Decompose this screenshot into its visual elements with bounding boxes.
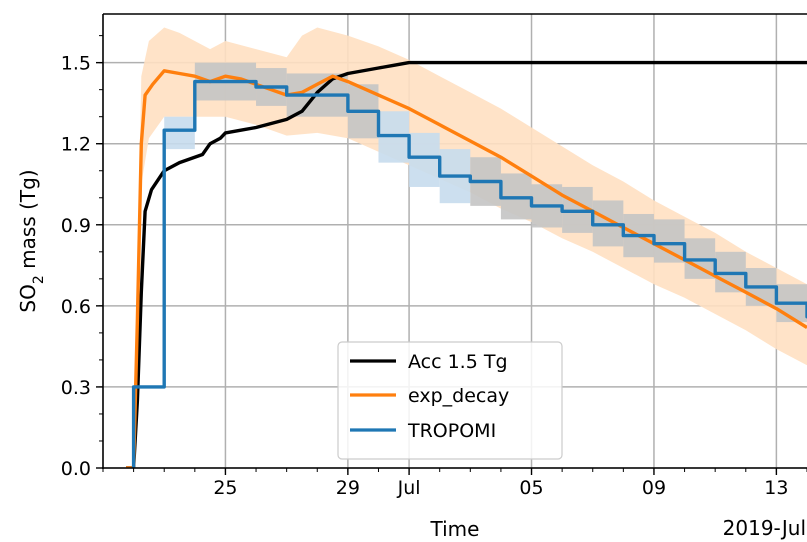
tropomi-uncertainty-box	[409, 132, 440, 187]
y-tick-label: 1.5	[61, 53, 91, 75]
x-tick-label: 29	[336, 477, 360, 499]
y-tick-label: 0.9	[61, 215, 91, 237]
legend: Acc 1.5 Tg exp_decay TROPOMI	[337, 341, 563, 460]
y-tick-label: 0.0	[61, 458, 91, 480]
tropomi-step-line	[131, 79, 807, 468]
tropomi-uncertainty-box	[164, 116, 195, 150]
y-tick-label: 0.6	[61, 296, 91, 318]
x-axis-label: Time	[430, 517, 480, 541]
x-tick-label: 13	[764, 477, 788, 499]
y-tick-label: 0.3	[61, 377, 91, 399]
x-tick-label: 05	[519, 477, 543, 499]
legend-label-exp-decay: exp_decay	[408, 385, 509, 407]
x-axis-offset-label: 2019-Jul	[723, 516, 806, 540]
legend-label-tropomi: TROPOMI	[407, 420, 496, 442]
x-tick-label: Jul	[397, 477, 421, 499]
y-tick-label: 1.2	[61, 134, 91, 156]
x-tick-label: 09	[642, 477, 666, 499]
x-tick-label: 25	[213, 477, 237, 499]
y-axis-label: SO2 mass (Tg)	[16, 169, 47, 312]
acc-1-5-tg-line	[126, 60, 807, 468]
legend-label-acc: Acc 1.5 Tg	[408, 351, 508, 373]
